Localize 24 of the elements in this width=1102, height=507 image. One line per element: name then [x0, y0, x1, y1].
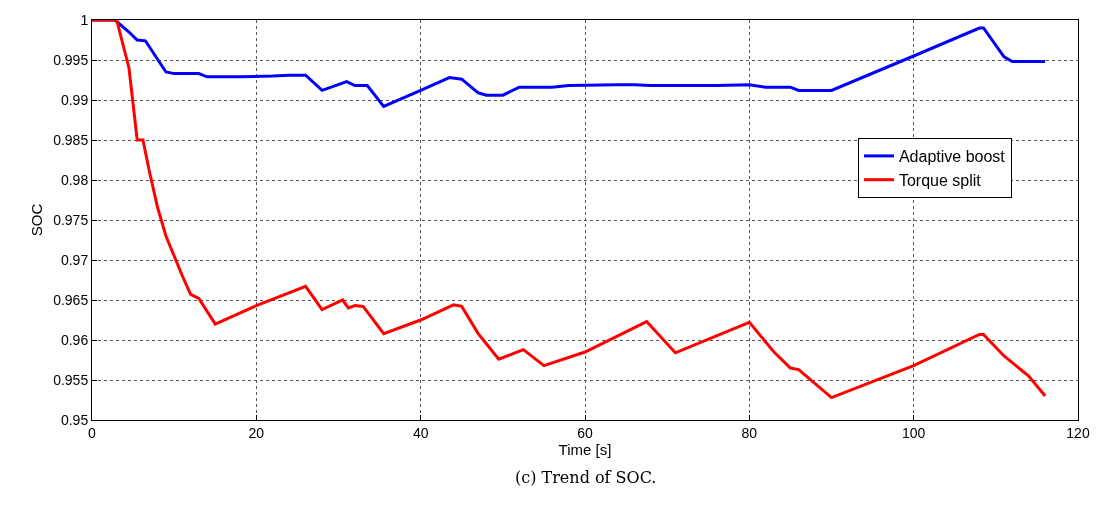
y-tick-label: 0.975	[53, 211, 89, 228]
y-tick-label: 0.985	[53, 131, 89, 148]
y-tick-label: 0.99	[60, 91, 89, 108]
y-tick-label: 0.955	[53, 371, 89, 388]
x-tick-label: 80	[741, 424, 758, 441]
x-tick-label: 0	[88, 424, 97, 441]
y-tick-label: 0.96	[60, 331, 89, 348]
y-axis-title: SOC	[28, 203, 46, 237]
x-tick-label: 20	[248, 424, 265, 441]
y-tick-label: 1	[80, 11, 89, 28]
legend-label: Torque split	[898, 171, 982, 189]
x-tick-label: 40	[412, 424, 429, 441]
y-tick-label: 0.97	[60, 251, 89, 268]
y-tick-label: 0.995	[53, 51, 89, 68]
y-tick-label: 0.98	[60, 171, 89, 188]
y-tick-label: 0.95	[60, 411, 89, 428]
y-tick-label: 0.965	[53, 291, 89, 308]
x-tick-label: 100	[901, 424, 926, 441]
line-series	[92, 20, 1047, 400]
x-axis-title: Time [s]	[558, 440, 612, 458]
text: (c) Trend of SOC.	[515, 468, 657, 487]
x-tick-label: 60	[577, 424, 593, 441]
legend-label: Adaptive boost	[898, 148, 1006, 166]
x-tick-label: 120	[1066, 424, 1090, 441]
